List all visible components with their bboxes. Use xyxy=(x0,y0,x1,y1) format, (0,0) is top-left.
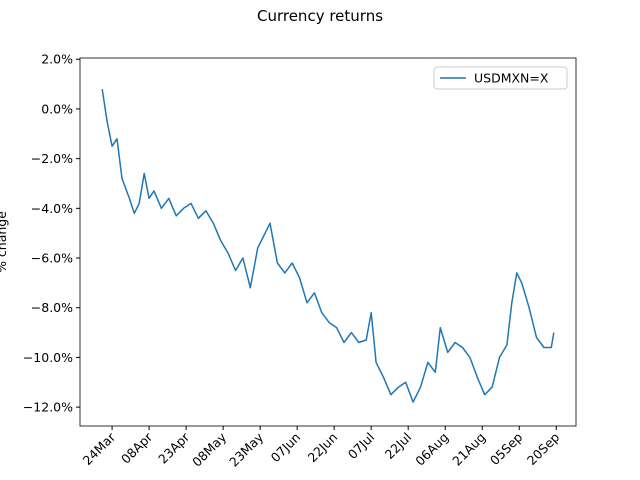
x-tick-label: 22Jul xyxy=(382,430,415,463)
chart-title: Currency returns xyxy=(257,7,383,25)
x-tick-label: 23May xyxy=(226,429,267,470)
y-axis-label: % change xyxy=(0,211,9,273)
y-tick-label: −2.0% xyxy=(31,151,73,166)
legend-box xyxy=(433,66,568,90)
y-tick-label: −4.0% xyxy=(31,201,73,216)
x-tick-label: 08Apr xyxy=(118,429,156,467)
y-tick-label: 0.0% xyxy=(41,101,73,116)
legend-label: USDMXN=X xyxy=(474,71,549,86)
x-tick-label: 23Apr xyxy=(155,429,193,467)
y-tick-label: −12.0% xyxy=(23,400,73,415)
y-tick-label: 2.0% xyxy=(41,52,73,67)
x-tick-label: 08May xyxy=(189,429,230,470)
x-tick-label: 24Mar xyxy=(80,429,119,468)
y-tick-label: −6.0% xyxy=(31,251,73,266)
x-tick-label: 07Jun xyxy=(268,430,304,466)
x-tick-label: 05Sep xyxy=(487,429,526,468)
line-series xyxy=(101,88,555,403)
x-tick-label: 06Aug xyxy=(412,430,451,469)
x-tick-label: 22Jun xyxy=(305,430,341,466)
x-tick-label: 21Aug xyxy=(449,430,488,469)
y-tick-label: −8.0% xyxy=(31,300,73,315)
y-tick-label: −10.0% xyxy=(23,350,73,365)
x-tick-label: 07Jul xyxy=(345,430,378,463)
axes-frame xyxy=(79,57,577,427)
x-tick-label: 20Sep xyxy=(524,429,563,468)
